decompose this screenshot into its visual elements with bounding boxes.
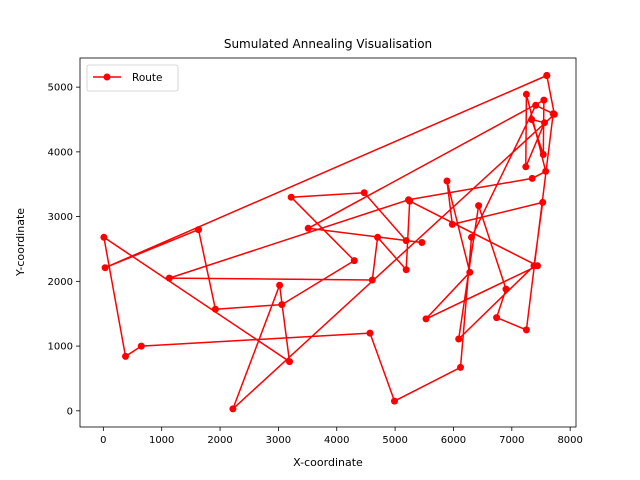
route-point	[443, 177, 451, 185]
y-tick-label: 3000	[48, 212, 73, 223]
route-point	[374, 233, 382, 241]
route-point	[360, 189, 368, 197]
y-tick-label: 2000	[48, 277, 73, 288]
route-point	[422, 315, 430, 323]
x-axis: 0 1000 2000 3000 4000 5000 6000 7000 8000	[100, 427, 583, 446]
route-point	[402, 237, 410, 245]
route-point	[543, 72, 551, 79]
route-point	[368, 276, 376, 284]
route-point	[366, 329, 374, 337]
route-point	[278, 301, 286, 309]
route-point	[522, 163, 530, 171]
route-point	[540, 96, 548, 104]
route-point	[304, 224, 312, 232]
route-point	[475, 202, 483, 210]
route-point	[100, 233, 108, 241]
x-tick-label: 7000	[499, 435, 524, 446]
legend-entry-route: Route	[132, 72, 162, 84]
legend: Route	[86, 64, 179, 92]
route-point	[402, 266, 410, 274]
legend-marker-icon	[103, 73, 111, 81]
route-point	[532, 101, 540, 109]
route-point	[391, 397, 398, 405]
route-point	[468, 233, 475, 241]
route-point	[530, 262, 538, 270]
y-axis: 0 1000 2000 3000 4000 5000	[48, 83, 80, 417]
route-point	[211, 305, 219, 313]
route-point	[137, 342, 145, 350]
route-point	[418, 239, 426, 246]
route-point	[286, 358, 293, 366]
route-point	[448, 220, 456, 228]
legend-box	[86, 64, 179, 92]
x-axis-label: X-coordinate	[293, 456, 363, 469]
route-point	[493, 314, 501, 322]
route-point	[466, 268, 474, 276]
route-point	[457, 363, 464, 371]
route-point	[522, 326, 530, 334]
route-point	[101, 264, 109, 272]
x-tick-label: 4000	[324, 435, 349, 446]
route-point	[165, 274, 173, 282]
y-tick-label: 1000	[48, 342, 73, 353]
x-tick-label: 2000	[207, 435, 232, 446]
route-point	[229, 405, 237, 413]
route-point	[122, 352, 129, 360]
y-tick-label: 4000	[48, 147, 73, 158]
x-tick-label: 6000	[441, 435, 466, 446]
route-point	[542, 167, 550, 175]
route-point	[522, 90, 530, 98]
y-axis-label: Y-coordinate	[14, 208, 27, 277]
route-point	[195, 226, 202, 234]
x-tick-label: 5000	[382, 435, 407, 446]
route-point	[539, 151, 547, 158]
route-point	[406, 197, 414, 205]
route-point	[528, 116, 536, 123]
route-point	[528, 174, 536, 182]
route-point	[502, 285, 510, 293]
y-tick-label: 5000	[48, 83, 73, 94]
route-point	[287, 193, 295, 201]
route-point	[455, 335, 463, 343]
y-tick-label: 0	[67, 406, 73, 417]
x-tick-label: 1000	[149, 435, 174, 446]
x-tick-label: 3000	[266, 435, 291, 446]
x-tick-label: 0	[100, 435, 106, 446]
route-point	[541, 119, 548, 127]
x-tick-label: 8000	[557, 435, 582, 446]
route-point	[550, 110, 558, 118]
plot-frame	[79, 57, 577, 428]
route-point	[276, 281, 284, 289]
route-point	[539, 198, 547, 206]
chart-title: Sumulated Annealing Visualisation	[224, 37, 432, 51]
route-point	[350, 257, 358, 265]
series-layer	[100, 72, 558, 413]
